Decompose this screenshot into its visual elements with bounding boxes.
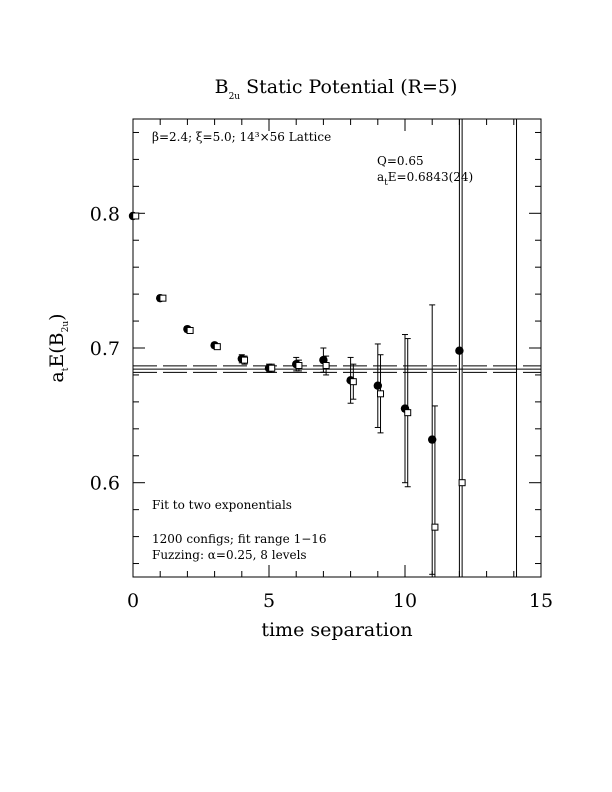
data-markers <box>128 211 466 531</box>
data-point-square <box>431 523 439 531</box>
fuzzing-annotation: Fuzzing: α=0.25, 8 levels <box>152 548 307 562</box>
data-point-square <box>404 409 412 417</box>
data-point-square <box>159 294 167 302</box>
x-tick-label: 5 <box>263 590 275 612</box>
x-tick-label: 10 <box>393 590 417 612</box>
data-point-square <box>213 343 221 351</box>
data-point-square <box>322 362 330 370</box>
fit-type-annotation: Fit to two exponentials <box>152 498 292 512</box>
data-point-square <box>186 326 194 334</box>
data-point-circle <box>455 346 464 355</box>
y-tick-labels: 0.6 0.7 0.8 <box>90 203 120 494</box>
x-axis-label: time separation <box>261 619 412 641</box>
data-point-square <box>295 362 303 370</box>
data-point-square <box>349 378 357 386</box>
data-point-square <box>377 390 385 398</box>
y-tick-label: 0.6 <box>90 473 120 495</box>
x-tick-label: 15 <box>529 590 553 612</box>
y-tick-label: 0.7 <box>90 338 120 360</box>
x-tick-labels: 0 5 10 15 <box>127 590 553 612</box>
data-point-square <box>132 212 140 220</box>
data-point-square <box>268 364 276 372</box>
lattice-annotation: β=2.4; ξ=5.0; 14³×56 Lattice <box>152 130 331 144</box>
data-point-square <box>241 356 249 364</box>
y-axis-label: atE(B2u) <box>46 313 71 382</box>
q-annotation: Q=0.65 <box>377 154 424 168</box>
x-tick-label: 0 <box>127 590 139 612</box>
data-point-circle <box>373 381 382 390</box>
chart-title: B2u Static Potential (R=5) <box>215 76 458 102</box>
data-point-square <box>458 479 466 487</box>
configs-annotation: 1200 configs; fit range 1−16 <box>152 532 327 546</box>
fit-result-annotation: atE=0.6843(24) <box>377 170 473 188</box>
y-tick-label: 0.8 <box>90 203 120 225</box>
fit-band <box>133 365 541 373</box>
data-point-circle <box>428 435 437 444</box>
axis-ticks <box>132 119 542 577</box>
